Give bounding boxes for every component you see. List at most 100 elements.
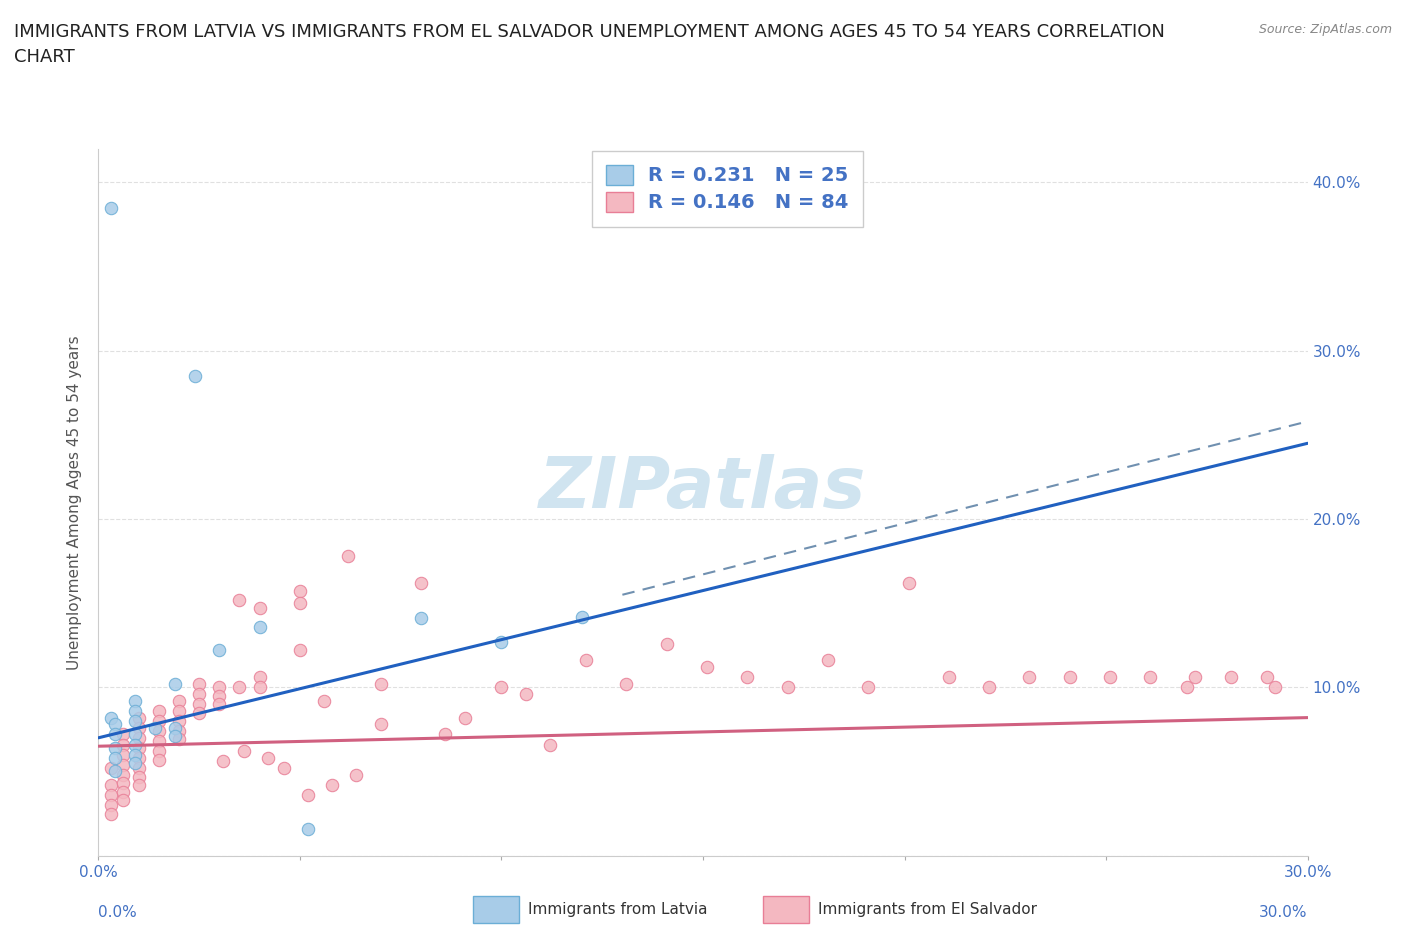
Point [148,724,170,738]
Point [184,368,207,383]
Text: ZIPatlas: ZIPatlas [540,454,866,523]
Point [288,596,311,611]
Point [103,727,125,742]
Point [188,676,211,691]
Text: 30.0%: 30.0% [1260,905,1308,920]
Point [188,697,211,711]
Point [103,717,125,732]
Point [249,680,271,695]
Point [1175,680,1198,695]
Point [256,751,278,765]
Point [128,740,150,755]
Point [124,727,146,742]
Point [491,634,513,649]
Point [128,761,150,776]
Text: Immigrants from Latvia: Immigrants from Latvia [527,902,707,917]
Point [1184,670,1206,684]
Point [249,601,271,616]
Point [111,747,134,762]
Point [167,694,190,709]
Point [288,584,311,599]
Text: Source: ZipAtlas.com: Source: ZipAtlas.com [1258,23,1392,36]
Point [163,676,186,691]
Text: 0.0%: 0.0% [98,905,138,920]
Point [188,705,211,720]
Point [491,680,513,695]
Point [454,711,477,725]
Point [100,711,122,725]
FancyBboxPatch shape [763,896,810,923]
Point [148,744,170,759]
Point [434,727,457,742]
Point [297,821,319,836]
Legend: R = 0.231   N = 25, R = 0.146   N = 84: R = 0.231 N = 25, R = 0.146 N = 84 [592,151,862,227]
Point [128,711,150,725]
Text: IMMIGRANTS FROM LATVIA VS IMMIGRANTS FROM EL SALVADOR UNEMPLOYMENT AMONG AGES 45: IMMIGRANTS FROM LATVIA VS IMMIGRANTS FRO… [14,23,1166,66]
Text: Immigrants from El Salvador: Immigrants from El Salvador [818,902,1036,917]
Y-axis label: Unemployment Among Ages 45 to 54 years: Unemployment Among Ages 45 to 54 years [67,335,83,670]
Point [938,670,960,684]
Point [124,737,146,752]
Point [111,792,134,807]
Point [128,769,150,784]
Point [111,784,134,799]
Point [655,636,678,651]
Point [100,777,122,792]
Point [128,720,150,735]
Point [273,761,295,776]
Point [143,720,166,735]
Point [128,730,150,745]
FancyBboxPatch shape [474,896,519,923]
Point [100,761,122,776]
Point [167,703,190,718]
Point [409,576,432,591]
Point [897,576,920,591]
Point [111,776,134,790]
Point [228,680,250,695]
Point [124,694,146,709]
Point [212,754,235,769]
Point [737,670,759,684]
Point [111,767,134,782]
Point [100,798,122,813]
Point [124,713,146,728]
Point [100,806,122,821]
Point [232,744,254,759]
Point [817,653,839,668]
Point [249,619,271,634]
Point [288,643,311,658]
Point [163,720,186,735]
Point [515,686,537,701]
Point [321,777,343,792]
Point [575,653,598,668]
Point [409,611,432,626]
Point [1264,680,1286,695]
Point [571,609,593,624]
Point [111,737,134,752]
Point [128,751,150,765]
Point [188,686,211,701]
Point [858,680,880,695]
Point [538,737,561,752]
Point [979,680,1001,695]
Point [148,703,170,718]
Point [616,676,638,691]
Point [208,643,231,658]
Point [696,659,718,674]
Point [1256,670,1278,684]
Point [370,717,392,732]
Point [103,751,125,765]
Point [208,697,231,711]
Point [148,752,170,767]
Point [314,694,336,709]
Point [148,713,170,728]
Point [103,740,125,755]
Point [163,729,186,744]
Point [167,713,190,728]
Point [128,777,150,792]
Point [337,549,360,564]
Point [344,767,367,782]
Point [167,732,190,747]
Point [124,747,146,762]
Point [124,703,146,718]
